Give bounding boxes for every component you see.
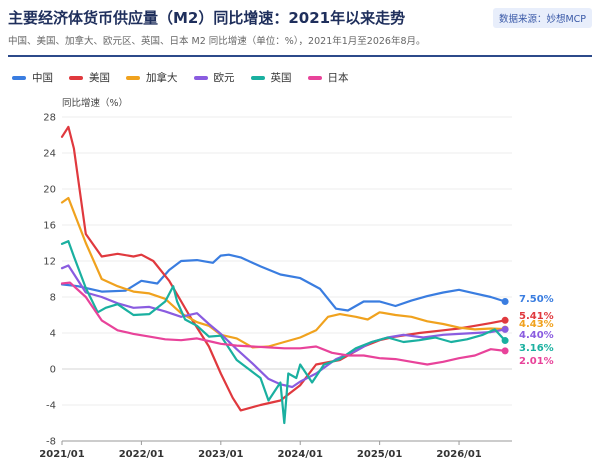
series-end-point — [501, 337, 509, 345]
legend-swatch-uk — [250, 75, 265, 80]
series-end-label: 4.43% — [519, 319, 554, 330]
series-line — [60, 281, 507, 366]
series-end-label: 2.01% — [519, 356, 554, 367]
legend-item-uk[interactable]: 英国 — [250, 70, 292, 85]
x-tick-label: 2026/01 — [436, 449, 481, 460]
y-tick-label: 12 — [43, 257, 56, 268]
legend-swatch-cn — [12, 75, 26, 80]
y-axis-label: 同比增速（%） — [62, 98, 129, 109]
series-end-label: 7.50% — [519, 294, 554, 305]
series-end-point — [501, 316, 509, 324]
x-tick-label: 2022/01 — [119, 449, 164, 460]
legend-swatch-us — [69, 75, 83, 80]
y-tick-label: 0 — [50, 365, 56, 376]
page-title: 主要经济体货币供应量（M2）同比增速：2021年以来走势 — [8, 9, 406, 27]
legend-item-cn[interactable]: 中国 — [12, 70, 53, 85]
series-end-label: 5.41% — [519, 311, 554, 322]
legend-item-us[interactable]: 美国 — [69, 70, 110, 85]
series-end-label: 3.16% — [519, 343, 554, 354]
x-tick-label: 2021/01 — [39, 449, 84, 460]
series-end-point — [501, 325, 509, 333]
page-subtitle: 中国、美国、加拿大、欧元区、英国、日本 M2 同比增速（单位：%），2021年1… — [8, 36, 426, 47]
series-line — [60, 196, 507, 349]
series-line — [60, 125, 507, 412]
legend-item-jp[interactable]: 日本 — [307, 70, 349, 85]
y-tick-label: -8 — [46, 437, 56, 448]
legend-swatch-jp — [307, 75, 322, 80]
legend-label-ca: 加拿大 — [146, 72, 178, 84]
chart-legend: 中国 美国 加拿大 欧元 英国 日本 — [12, 70, 349, 85]
legend-swatch-eu — [193, 75, 208, 80]
title-divider — [8, 55, 592, 57]
series-end-point — [501, 298, 509, 305]
legend-label-us: 美国 — [89, 72, 110, 84]
legend-label-uk: 英国 — [270, 72, 292, 84]
series-end-point — [501, 347, 509, 355]
x-tick-label: 2024/01 — [278, 449, 323, 460]
legend-label-jp: 日本 — [327, 72, 349, 84]
legend-item-eu[interactable]: 欧元 — [193, 70, 235, 85]
legend-label-eu: 欧元 — [213, 72, 235, 84]
y-tick-label: 24 — [43, 149, 56, 160]
y-tick-label: -4 — [46, 401, 56, 412]
y-tick-label: 28 — [43, 113, 56, 124]
series-end-label: 4.40% — [519, 330, 554, 341]
legend-swatch-ca — [126, 75, 140, 80]
y-tick-label: 16 — [43, 221, 56, 232]
y-tick-label: 4 — [50, 329, 56, 340]
y-tick-label: 8 — [50, 293, 56, 304]
series-line — [60, 264, 507, 389]
series-line — [60, 253, 507, 312]
legend-label-cn: 中国 — [32, 72, 53, 84]
x-tick-label: 2025/01 — [357, 449, 402, 460]
x-tick-label: 2023/01 — [198, 449, 243, 460]
y-tick-label: 20 — [43, 185, 56, 196]
data-source-badge: 数据来源：妙想MCP — [492, 8, 592, 28]
series-line — [60, 240, 507, 425]
legend-item-ca[interactable]: 加拿大 — [126, 70, 178, 85]
